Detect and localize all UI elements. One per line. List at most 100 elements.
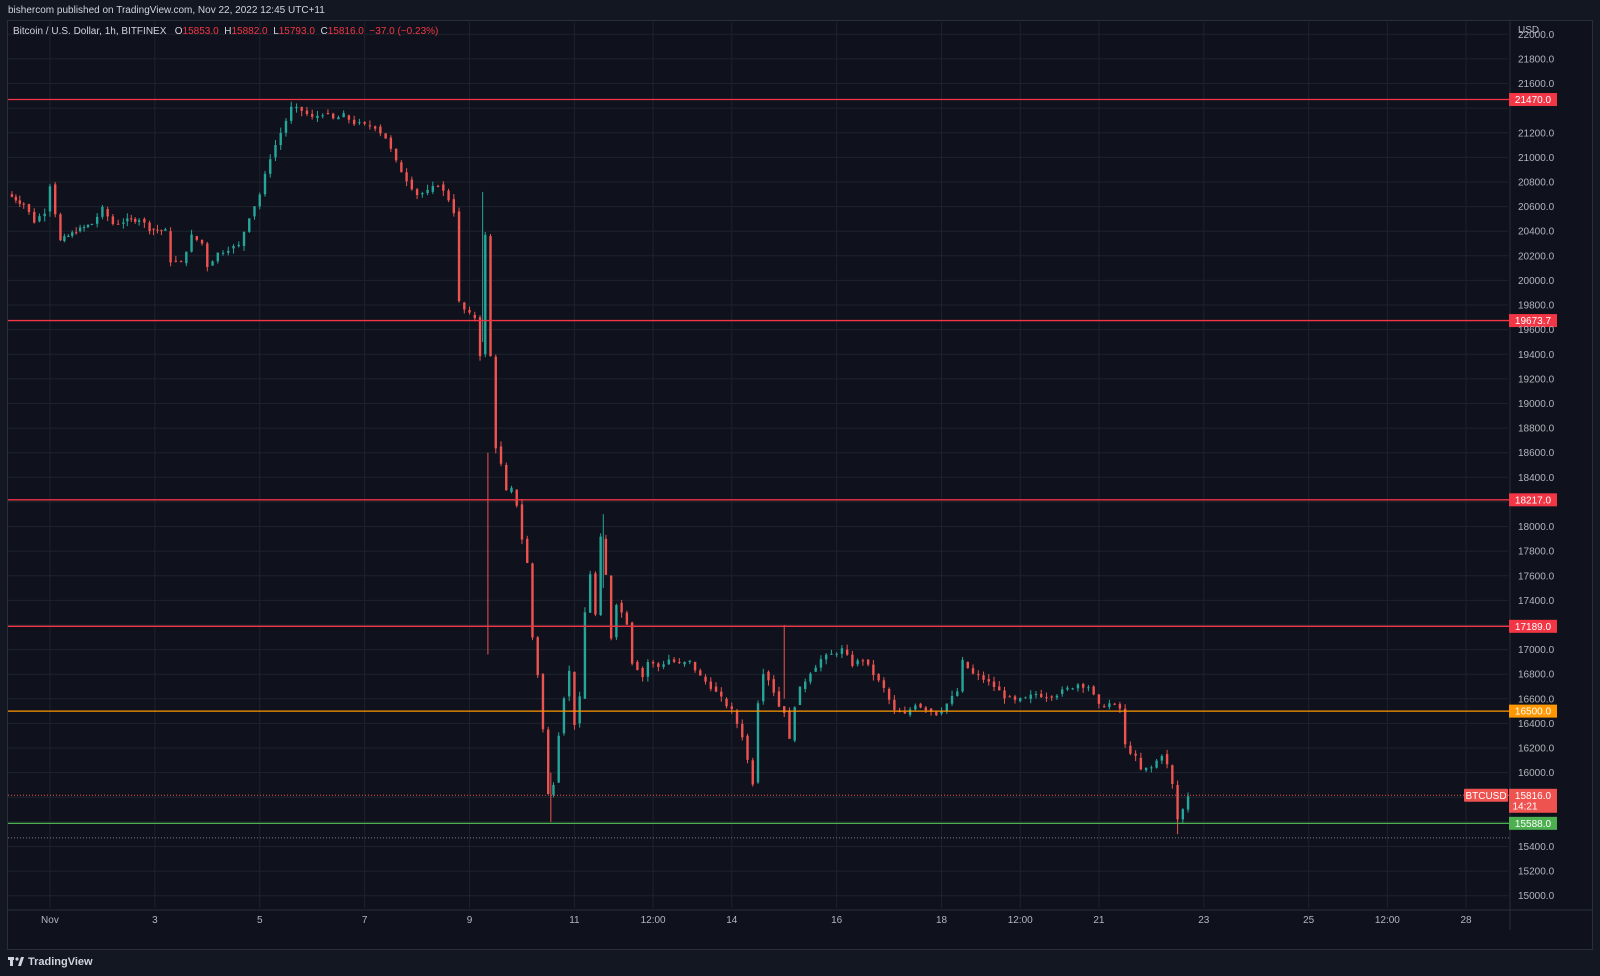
candle-body <box>814 667 817 672</box>
candle-body <box>735 711 739 724</box>
candle-body <box>683 661 686 665</box>
candle-body <box>720 691 723 697</box>
candle-body <box>741 723 744 738</box>
y-tick-label: 18000.0 <box>1518 522 1555 533</box>
low-value: 15793.0 <box>278 26 315 37</box>
level-price-label: 17189.0 <box>1515 622 1552 633</box>
x-tick-label: 21 <box>1093 915 1105 926</box>
candle-body <box>436 185 440 187</box>
open-value: 15853.0 <box>182 26 219 37</box>
y-tick-label: 19400.0 <box>1518 350 1555 361</box>
candle-body <box>106 209 109 217</box>
candle-body <box>10 194 14 197</box>
y-tick-label: 20800.0 <box>1518 177 1555 188</box>
candle-body <box>18 200 22 204</box>
candle-body <box>1003 690 1006 699</box>
candle-body <box>793 707 796 741</box>
level-price-tag <box>1509 704 1557 718</box>
candle-body <box>305 110 309 115</box>
candle-body <box>1165 754 1169 765</box>
candle-body <box>709 681 712 689</box>
candle-body <box>379 126 382 134</box>
candle-body <box>510 487 513 493</box>
y-tick-label: 19800.0 <box>1518 301 1555 312</box>
candle-body <box>1118 704 1122 709</box>
y-tick-label: 21800.0 <box>1518 54 1555 65</box>
candle-body <box>819 659 823 668</box>
x-tick-label: 25 <box>1303 915 1315 926</box>
candle-body <box>1097 694 1101 704</box>
candle-body <box>221 252 225 254</box>
candle-body <box>143 218 146 223</box>
x-tick-label: 7 <box>362 915 368 926</box>
x-tick-label: 3 <box>152 915 158 926</box>
candle-body <box>59 214 62 241</box>
candle-body <box>216 252 219 262</box>
candle-body <box>82 226 86 228</box>
candle-body <box>54 184 57 215</box>
candle-body <box>74 232 78 234</box>
candle-body <box>373 126 377 129</box>
candle-body <box>405 172 408 182</box>
y-tick-label: 18400.0 <box>1518 473 1555 484</box>
candle-body <box>798 686 802 705</box>
y-tick-label: 20600.0 <box>1518 202 1555 213</box>
y-tick-label: 17800.0 <box>1518 547 1555 558</box>
y-tick-label: 16000.0 <box>1518 768 1555 779</box>
level-price-label: 19673.7 <box>1515 316 1552 327</box>
candle-body <box>783 706 786 713</box>
candle-body <box>148 222 151 232</box>
level-price-label: 21470.0 <box>1515 95 1552 106</box>
candle-body <box>672 659 676 662</box>
x-tick-label: 28 <box>1460 915 1472 926</box>
candle-body <box>1129 745 1132 754</box>
candle-body <box>116 223 120 225</box>
candle-body <box>809 673 812 682</box>
candle-body <box>893 699 896 710</box>
candle-body <box>452 199 456 214</box>
level-price-tag <box>1509 619 1557 633</box>
candle-body <box>1024 697 1027 699</box>
symbol-tag <box>1464 788 1508 802</box>
candle-body <box>195 236 199 240</box>
candle-body <box>1150 767 1153 769</box>
candle-body <box>1155 760 1158 768</box>
open-label: O <box>174 26 183 37</box>
candle-body <box>1060 689 1064 694</box>
y-tick-label: 21000.0 <box>1518 153 1555 164</box>
candle-body <box>1071 688 1074 690</box>
low-label: L <box>273 26 279 37</box>
candle-body <box>1076 684 1080 689</box>
candle-body <box>678 661 681 663</box>
symbol-name: Bitcoin / U.S. Dollar, 1h, BITFINEX <box>13 26 167 37</box>
candle-body <box>310 114 314 117</box>
candle-body <box>961 659 964 692</box>
candle-body <box>473 314 476 319</box>
tradingview-brand: TradingView <box>28 956 93 968</box>
y-tick-label: 16800.0 <box>1518 670 1555 681</box>
tradingview-icon <box>8 957 24 966</box>
y-tick-label: 17600.0 <box>1518 571 1555 582</box>
publish-header: bishercom published on TradingView.com, … <box>0 0 1600 22</box>
candle-body <box>1171 765 1174 785</box>
candle-body <box>478 317 482 357</box>
candle-body <box>1008 696 1011 698</box>
candle-body <box>160 230 163 232</box>
candle-body <box>133 218 137 222</box>
tradingview-logo[interactable]: TradingView <box>8 956 93 968</box>
candle-body <box>237 244 240 247</box>
change-value: −37.0 (−0.23%) <box>369 26 439 37</box>
symbol-tag-label: BTCUSD <box>1465 791 1506 802</box>
candle-body <box>1055 695 1059 698</box>
y-tick-label: 19000.0 <box>1518 399 1555 410</box>
symbol-legend: Bitcoin / U.S. Dollar, 1h, BITFINEX O158… <box>13 26 438 37</box>
candle-body <box>389 137 393 149</box>
close-value: 15816.0 <box>327 26 364 37</box>
y-tick-label: 21600.0 <box>1518 79 1555 90</box>
candle-body <box>651 661 655 664</box>
footer: TradingView <box>0 950 1600 976</box>
candle-body <box>620 602 623 613</box>
candle-body <box>232 246 235 249</box>
candle-body <box>929 708 933 712</box>
